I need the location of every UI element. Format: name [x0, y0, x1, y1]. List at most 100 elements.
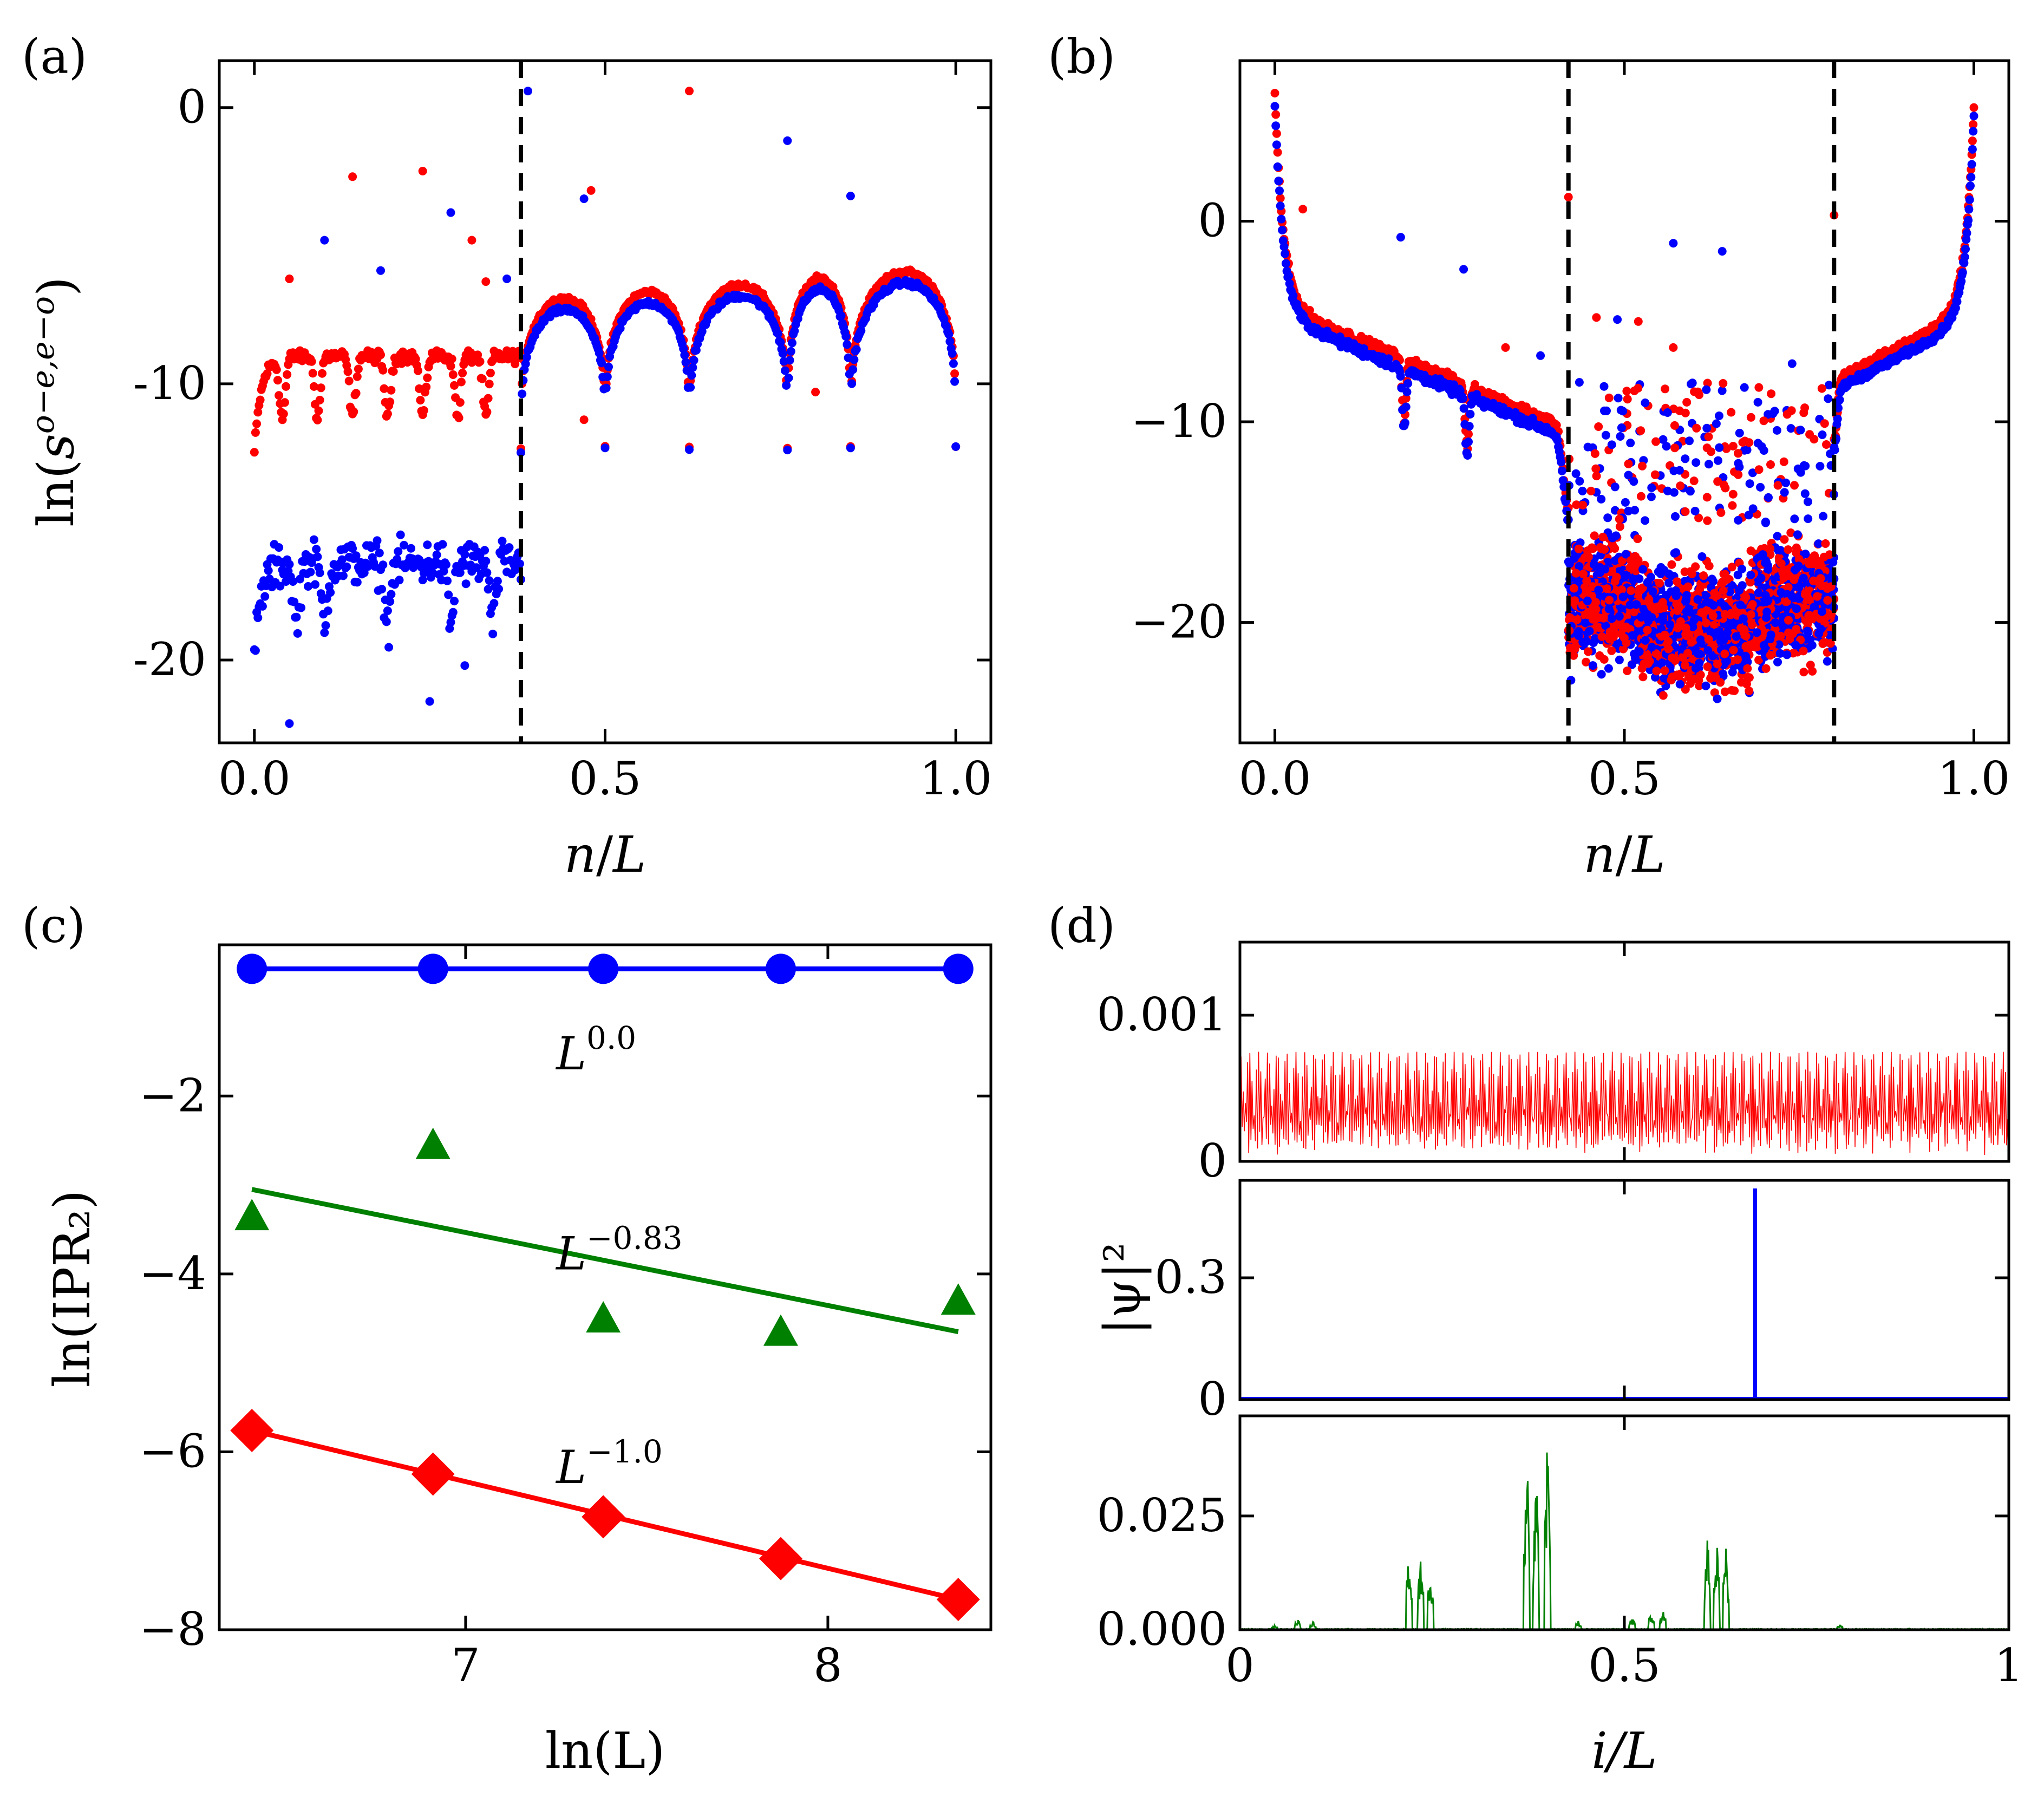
data-point — [488, 629, 498, 638]
data-point — [289, 577, 297, 586]
data-point — [1673, 577, 1682, 586]
data-point — [1702, 423, 1712, 433]
data-point — [1726, 609, 1735, 618]
data-point — [1588, 544, 1597, 553]
data-point — [1575, 562, 1584, 571]
data-point — [1824, 381, 1833, 390]
data-point — [1651, 437, 1661, 446]
data-point — [396, 530, 405, 539]
data-point — [389, 367, 398, 376]
data-point — [1743, 664, 1752, 673]
data-point — [1951, 304, 1960, 312]
data-point — [1574, 544, 1583, 553]
data-point — [1969, 127, 1978, 136]
data-point — [1602, 584, 1611, 593]
data-point — [1968, 145, 1977, 154]
data-point — [1766, 460, 1775, 469]
data-point — [1601, 565, 1610, 574]
y-tick-label: −4 — [139, 1247, 206, 1300]
data-point — [283, 370, 292, 379]
data-point — [1619, 573, 1629, 582]
data-point — [1692, 423, 1701, 433]
data-marker-triangle — [941, 1283, 976, 1315]
data-point — [467, 236, 476, 245]
data-point — [686, 383, 695, 392]
data-point — [1727, 580, 1736, 590]
data-point — [1578, 486, 1587, 495]
data-point — [1734, 459, 1743, 468]
data-point — [776, 338, 785, 347]
data-point — [308, 369, 317, 378]
data-point — [337, 555, 347, 564]
data-point — [1613, 315, 1622, 324]
data-marker-diamond — [759, 1537, 802, 1580]
data-point — [1582, 657, 1591, 667]
plot-frame — [218, 943, 992, 1631]
data-point — [1751, 643, 1760, 652]
data-point — [348, 172, 357, 181]
data-point — [1284, 271, 1293, 280]
data-point — [276, 582, 285, 591]
data-point — [455, 398, 465, 407]
data-point — [275, 391, 284, 400]
data-point — [1781, 478, 1791, 487]
data-point — [1630, 506, 1640, 515]
data-point — [275, 543, 284, 552]
data-point — [293, 629, 302, 638]
power-law-annotation: L−1.0 — [555, 1433, 663, 1494]
data-point — [309, 535, 318, 544]
data-point — [441, 560, 450, 569]
data-point — [1597, 494, 1606, 504]
data-point — [1629, 607, 1638, 617]
data-point — [841, 332, 851, 341]
data-point — [460, 550, 469, 559]
wavefunction-curve — [1240, 1051, 2009, 1161]
data-point — [313, 552, 322, 561]
data-point — [1578, 637, 1588, 646]
data-point — [264, 566, 273, 575]
data-point — [1622, 387, 1631, 396]
data-point — [1713, 694, 1722, 703]
data-point — [1683, 582, 1693, 591]
data-point — [1777, 588, 1786, 597]
data-point — [680, 350, 689, 360]
data-point — [1964, 205, 1974, 214]
data-point — [1688, 622, 1697, 631]
data-point — [1673, 606, 1682, 615]
data-point — [394, 547, 403, 556]
data-marker-triangle — [234, 1199, 270, 1231]
data-point — [1579, 570, 1588, 579]
data-point — [382, 617, 391, 626]
data-point — [1796, 426, 1805, 435]
data-point — [285, 719, 294, 728]
y-tick-label: 0 — [178, 81, 206, 134]
data-point — [1793, 563, 1802, 572]
data-point — [1663, 486, 1672, 495]
data-point — [788, 338, 796, 348]
data-point — [1582, 577, 1591, 586]
x-tick-label: 1.0 — [1938, 752, 2010, 805]
panel-label: (c) — [22, 898, 86, 953]
data-point — [383, 606, 392, 615]
data-point — [423, 540, 432, 550]
y-axis-label: ln(IPR₂) — [43, 1190, 101, 1388]
data-point — [1403, 379, 1413, 388]
data-point — [1761, 558, 1770, 567]
data-point — [315, 569, 324, 577]
data-marker-diamond — [411, 1452, 455, 1496]
data-point — [1592, 313, 1601, 322]
x-axis-label: ln(L) — [545, 1722, 665, 1780]
data-point — [1627, 586, 1636, 595]
data-point — [1790, 576, 1799, 584]
data-point — [384, 643, 394, 652]
y-tick-label: 0 — [1198, 194, 1227, 247]
data-point — [1689, 476, 1699, 486]
data-point — [1618, 592, 1628, 602]
data-point — [1805, 611, 1814, 619]
data-point — [850, 355, 859, 364]
data-point — [1817, 607, 1826, 616]
data-point — [1465, 422, 1474, 431]
data-point — [1675, 680, 1684, 689]
data-point — [1402, 388, 1412, 396]
data-point — [1718, 247, 1727, 256]
